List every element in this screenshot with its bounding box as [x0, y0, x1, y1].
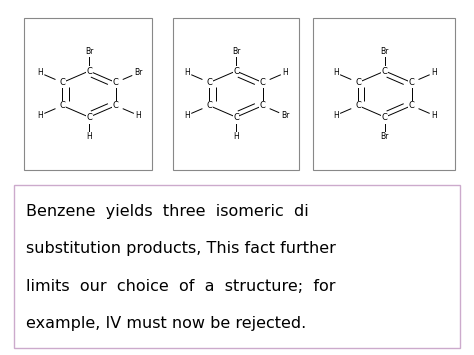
Text: substitution products, This fact further: substitution products, This fact further: [26, 241, 336, 256]
FancyBboxPatch shape: [173, 18, 299, 170]
Text: H: H: [86, 132, 92, 141]
Text: Br: Br: [134, 68, 143, 77]
Text: H: H: [233, 132, 239, 141]
Text: C: C: [382, 113, 388, 122]
Text: H: H: [431, 111, 437, 120]
Text: H: H: [333, 68, 338, 77]
Text: Br: Br: [232, 47, 240, 56]
Text: Br: Br: [381, 132, 389, 141]
Text: Br: Br: [381, 47, 389, 56]
Text: C: C: [260, 78, 265, 87]
Text: H: H: [136, 111, 141, 120]
Text: H: H: [184, 111, 190, 120]
Text: C: C: [233, 66, 239, 76]
Text: H: H: [37, 68, 43, 77]
FancyBboxPatch shape: [24, 18, 152, 170]
Text: C: C: [409, 101, 414, 110]
Text: C: C: [356, 78, 361, 87]
Text: Br: Br: [85, 47, 93, 56]
Text: C: C: [207, 78, 212, 87]
Text: C: C: [233, 113, 239, 122]
Text: C: C: [260, 101, 265, 110]
Text: H: H: [184, 68, 190, 77]
Text: C: C: [60, 78, 65, 87]
Text: C: C: [207, 101, 212, 110]
Text: H: H: [37, 111, 43, 120]
Text: C: C: [60, 101, 65, 110]
Text: H: H: [283, 68, 288, 77]
FancyBboxPatch shape: [14, 185, 460, 348]
Text: Benzene  yields  three  isomeric  di: Benzene yields three isomeric di: [26, 204, 309, 219]
Text: H: H: [333, 111, 338, 120]
Text: C: C: [86, 113, 92, 122]
Text: C: C: [356, 101, 361, 110]
Text: limits  our  choice  of  a  structure;  for: limits our choice of a structure; for: [26, 279, 336, 294]
Text: C: C: [409, 78, 414, 87]
Text: Br: Br: [281, 111, 290, 120]
Text: H: H: [431, 68, 437, 77]
FancyBboxPatch shape: [313, 18, 455, 170]
Text: C: C: [382, 66, 388, 76]
Text: C: C: [113, 78, 118, 87]
Text: C: C: [113, 101, 118, 110]
Text: example, IV must now be rejected.: example, IV must now be rejected.: [26, 316, 306, 331]
Text: C: C: [86, 66, 92, 76]
